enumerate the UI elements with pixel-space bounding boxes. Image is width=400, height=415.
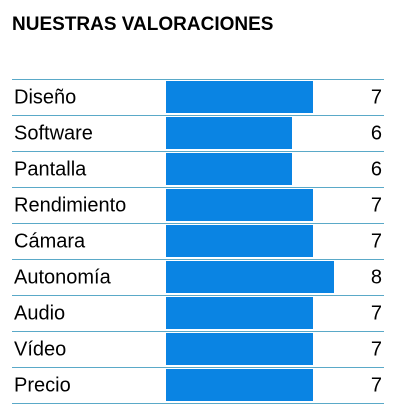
bar [166,297,313,329]
value-label: 7 [371,338,382,360]
bar [166,153,292,185]
value-label: 6 [371,122,382,144]
bar [166,117,292,149]
category-label: Vídeo [14,338,66,360]
bar [166,261,334,293]
chart-title: NUESTRAS VALORACIONES [12,14,273,35]
category-label: Audio [14,302,65,324]
category-label: Diseño [14,86,76,108]
value-label: 8 [371,266,382,288]
category-label: Software [14,122,93,144]
bar [166,81,313,113]
category-label: Cámara [14,230,86,252]
category-label: Precio [14,374,71,396]
category-label: Pantalla [14,158,87,180]
category-label: Autonomía [14,266,112,288]
value-label: 6 [371,158,382,180]
bar [166,225,313,257]
bar [166,189,313,221]
value-label: 7 [371,302,382,324]
value-label: 7 [371,194,382,216]
value-label: 7 [371,230,382,252]
value-label: 7 [371,374,382,396]
value-label: 7 [371,86,382,108]
category-label: Rendimiento [14,194,126,216]
bar [166,369,313,401]
bar [166,333,313,365]
